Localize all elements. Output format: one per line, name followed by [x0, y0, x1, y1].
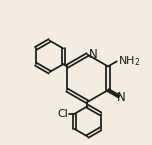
Text: N: N: [89, 48, 97, 61]
Text: N: N: [117, 91, 126, 104]
Text: Cl: Cl: [57, 109, 68, 119]
Text: NH$_2$: NH$_2$: [118, 55, 141, 68]
